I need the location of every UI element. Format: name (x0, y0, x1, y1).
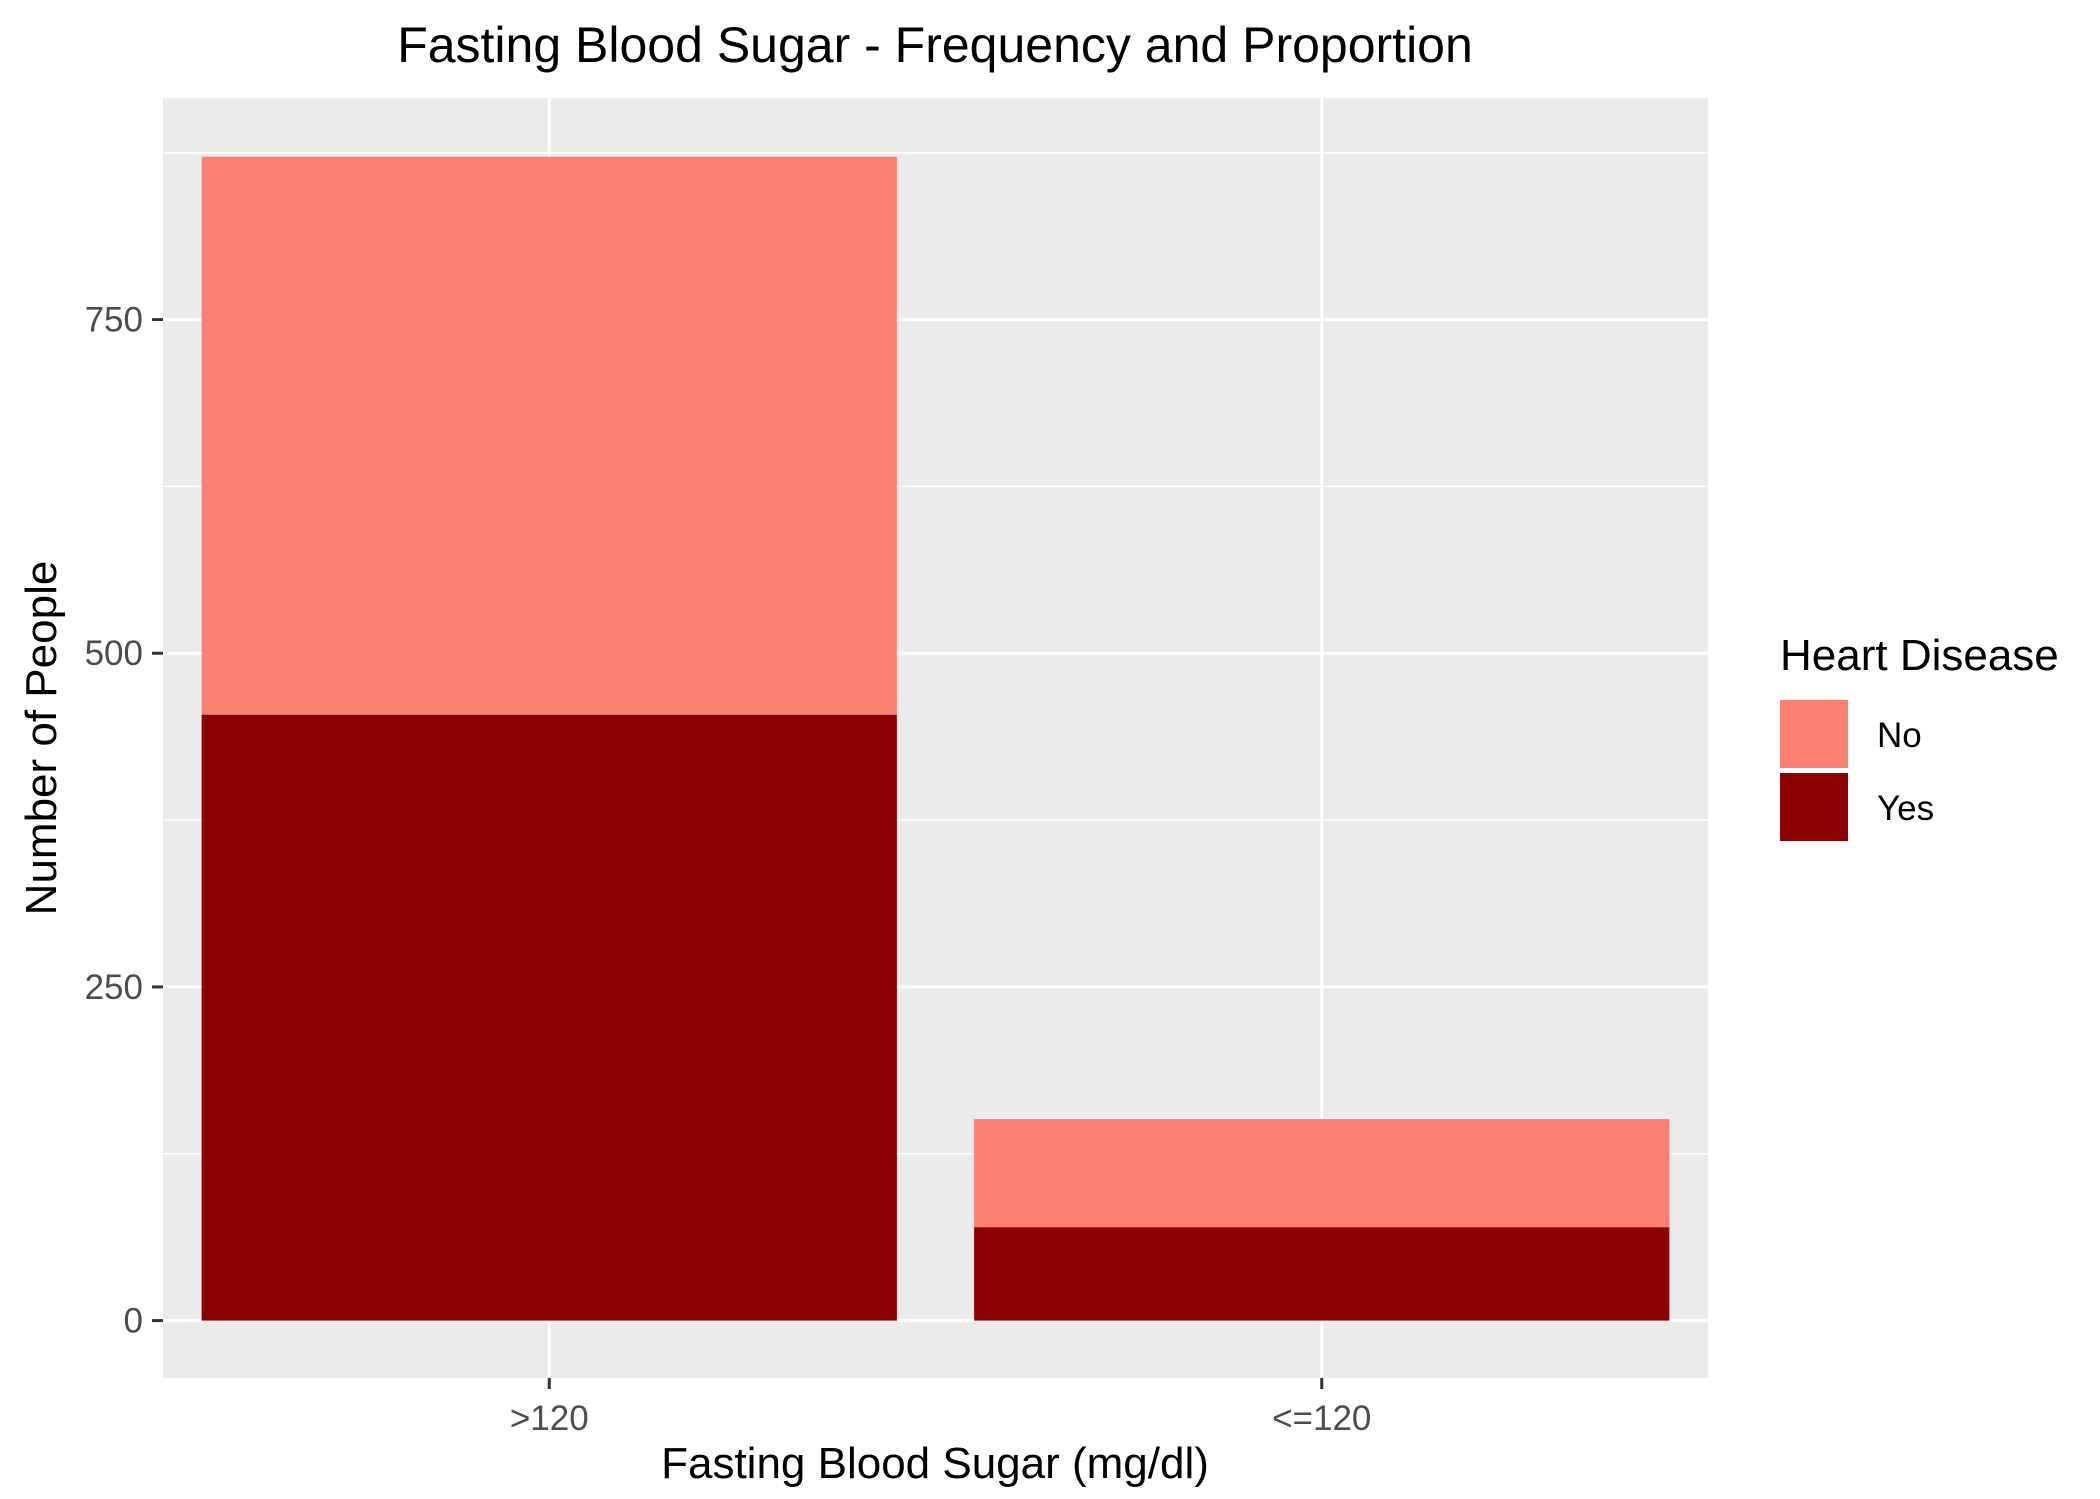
chart-title: Fasting Blood Sugar - Frequency and Prop… (397, 17, 1473, 73)
y-tick-label: 750 (85, 301, 143, 340)
legend: Heart Disease No Yes (1780, 631, 2059, 841)
y-tick-label: 0 (124, 1302, 143, 1341)
legend-label-no: No (1877, 716, 1922, 755)
bar-no-1 (974, 1119, 1670, 1228)
legend-items: No Yes (1780, 700, 1934, 841)
bar-yes-0 (201, 714, 897, 1321)
legend-key-yes (1780, 773, 1848, 841)
y-tick-label: 250 (85, 968, 143, 1007)
y-tick-label: 500 (85, 634, 143, 673)
x-tick-label: <=120 (1272, 1399, 1371, 1438)
y-axis-title: Number of People (17, 561, 66, 916)
legend-key-no (1780, 700, 1848, 768)
x-tick-label: >120 (510, 1399, 589, 1438)
x-axis-title: Fasting Blood Sugar (mg/dl) (661, 1439, 1209, 1488)
bar-no-0 (201, 156, 897, 715)
legend-title: Heart Disease (1780, 631, 2059, 680)
legend-label-yes: Yes (1877, 789, 1934, 828)
axes: 0 250 500 750 >120 <=120 (85, 301, 1372, 1438)
bars (201, 156, 1670, 1321)
bar-yes-1 (974, 1227, 1670, 1321)
